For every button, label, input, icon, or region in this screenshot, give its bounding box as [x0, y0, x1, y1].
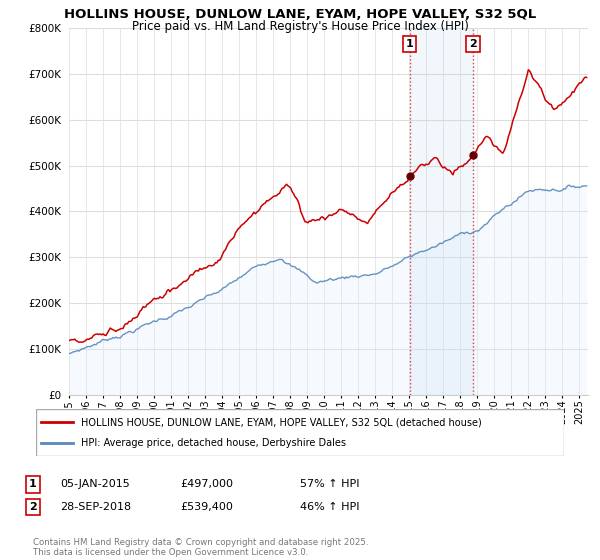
- Text: 46% ↑ HPI: 46% ↑ HPI: [300, 502, 359, 512]
- Text: 57% ↑ HPI: 57% ↑ HPI: [300, 479, 359, 489]
- Text: HOLLINS HOUSE, DUNLOW LANE, EYAM, HOPE VALLEY, S32 5QL (detached house): HOLLINS HOUSE, DUNLOW LANE, EYAM, HOPE V…: [81, 417, 482, 427]
- Text: 1: 1: [406, 39, 413, 49]
- Text: 05-JAN-2015: 05-JAN-2015: [60, 479, 130, 489]
- Text: 2: 2: [469, 39, 477, 49]
- Bar: [410, 28, 473, 395]
- Text: 28-SEP-2018: 28-SEP-2018: [60, 502, 131, 512]
- Text: £539,400: £539,400: [180, 502, 233, 512]
- Text: 1: 1: [29, 479, 37, 489]
- Text: Contains HM Land Registry data © Crown copyright and database right 2025.
This d: Contains HM Land Registry data © Crown c…: [33, 538, 368, 557]
- Text: Price paid vs. HM Land Registry's House Price Index (HPI): Price paid vs. HM Land Registry's House …: [131, 20, 469, 32]
- Text: £497,000: £497,000: [180, 479, 233, 489]
- Text: 2: 2: [29, 502, 37, 512]
- Text: HPI: Average price, detached house, Derbyshire Dales: HPI: Average price, detached house, Derb…: [81, 438, 346, 448]
- Text: HOLLINS HOUSE, DUNLOW LANE, EYAM, HOPE VALLEY, S32 5QL: HOLLINS HOUSE, DUNLOW LANE, EYAM, HOPE V…: [64, 8, 536, 21]
